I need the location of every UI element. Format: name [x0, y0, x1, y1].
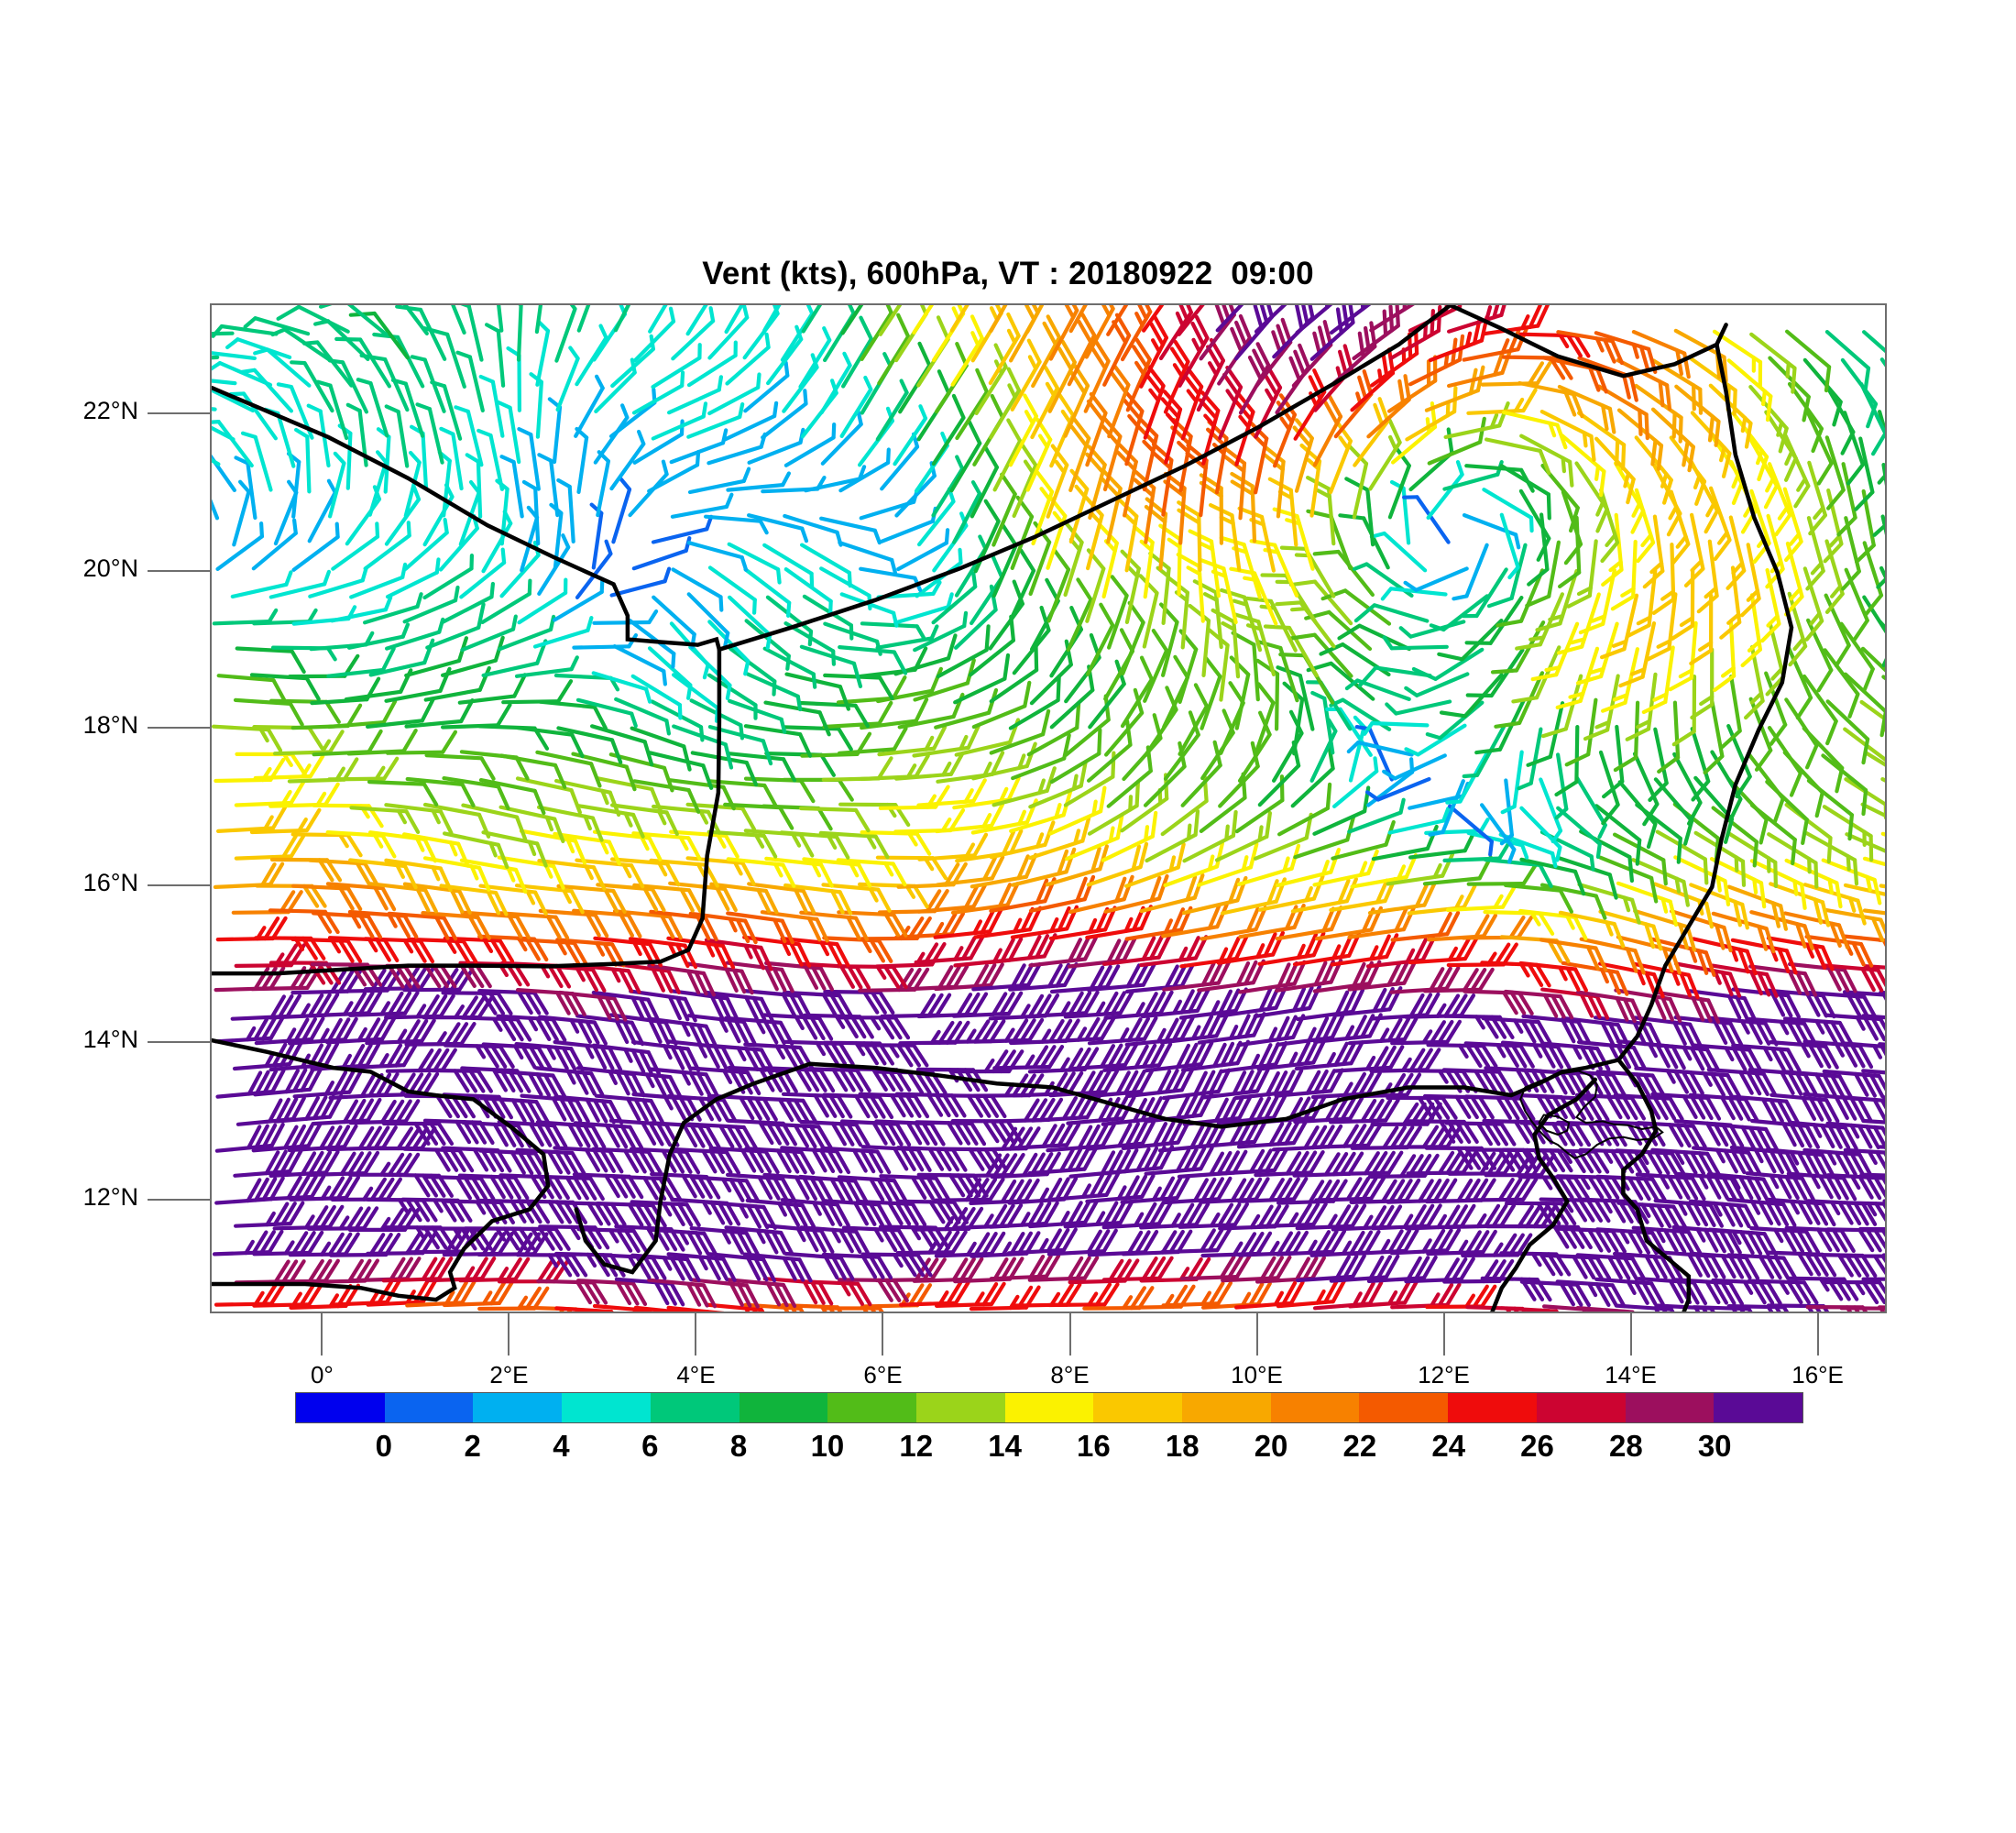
x-tick-mark	[508, 1313, 510, 1356]
y-tick-mark	[148, 1198, 210, 1201]
colorbar-segment	[1093, 1393, 1183, 1422]
x-tick-label: 8°E	[1050, 1361, 1090, 1388]
colorbar-tick-label: 6	[641, 1429, 659, 1463]
x-tick-mark	[695, 1313, 697, 1356]
colorbar-segment	[827, 1393, 916, 1422]
x-tick-mark	[1442, 1313, 1445, 1356]
colorbar-tick-label: 20	[1254, 1429, 1288, 1463]
x-tick-label: 16°E	[1791, 1361, 1844, 1388]
colorbar-tick-label: 18	[1165, 1429, 1200, 1463]
x-tick-mark	[1816, 1313, 1819, 1356]
colorbar-tick-label: 0	[375, 1429, 392, 1463]
page-title: Vent (kts), 600hPa, VT : 20180922 09:00	[702, 256, 1314, 291]
colorbar-segment	[915, 1393, 1005, 1422]
y-tick-mark	[148, 1041, 210, 1044]
x-tick-label: 2°E	[489, 1361, 529, 1388]
colorbar-segment	[296, 1393, 385, 1422]
wind-barb-field	[212, 305, 1885, 1312]
x-tick-label: 6°E	[863, 1361, 903, 1388]
colorbar-tick-label: 8	[729, 1429, 748, 1463]
colorbar-segment	[1536, 1393, 1626, 1422]
colorbar-segment	[1714, 1393, 1802, 1422]
y-tick-label: 16°N	[82, 868, 138, 896]
colorbar-segment	[650, 1393, 740, 1422]
colorbar-segment	[384, 1393, 474, 1422]
x-tick-label: 0°	[310, 1361, 334, 1388]
x-tick-label: 14°E	[1605, 1361, 1657, 1388]
x-tick-mark	[882, 1313, 884, 1356]
country-borders	[212, 305, 1794, 1312]
x-tick-mark	[1629, 1313, 1632, 1356]
plot-area	[210, 303, 1887, 1313]
colorbar-segment	[1270, 1393, 1360, 1422]
y-tick-label: 12°N	[82, 1182, 138, 1211]
x-tick-label: 10°E	[1231, 1361, 1283, 1388]
x-tick-mark	[1255, 1313, 1258, 1356]
colorbar-tick-label: 26	[1520, 1429, 1554, 1463]
y-tick-mark	[148, 727, 210, 730]
colorbar-tick-label: 14	[988, 1429, 1022, 1463]
colorbar-segment	[1625, 1393, 1715, 1422]
x-tick-label: 12°E	[1418, 1361, 1470, 1388]
colorbar-tick-label: 10	[810, 1429, 845, 1463]
colorbar-tick-label: 30	[1697, 1429, 1732, 1463]
colorbar-segment	[1182, 1393, 1271, 1422]
y-tick-label: 20°N	[82, 554, 138, 582]
colorbar-segment	[562, 1393, 651, 1422]
x-tick-label: 4°E	[676, 1361, 716, 1388]
colorbar-tick-label: 24	[1431, 1429, 1466, 1463]
colorbar-tick-label: 28	[1608, 1429, 1643, 1463]
colorbar-segment	[473, 1393, 563, 1422]
colorbar-gradient	[295, 1392, 1803, 1423]
colorbar-tick-label: 22	[1342, 1429, 1377, 1463]
y-tick-label: 22°N	[82, 397, 138, 425]
colorbar-segment	[1448, 1393, 1537, 1422]
colorbar-tick-label: 12	[899, 1429, 934, 1463]
colorbar-segment	[1359, 1393, 1449, 1422]
y-tick-mark	[148, 884, 210, 886]
y-tick-label: 14°N	[82, 1026, 138, 1054]
colorbar-tick-label: 4	[553, 1429, 570, 1463]
plot-svg	[212, 305, 1885, 1312]
colorbar-tick-label: 2	[464, 1429, 481, 1463]
x-tick-mark	[1068, 1313, 1071, 1356]
colorbar-segment	[739, 1393, 828, 1422]
y-tick-label: 18°N	[82, 711, 138, 740]
colorbar-segment	[1004, 1393, 1094, 1422]
x-tick-mark	[321, 1313, 323, 1356]
colorbar: 0 2 4 6 8 10 12 14 16 18 20 22 24 26 28 30	[295, 1392, 1803, 1463]
colorbar-tick-label: 16	[1077, 1429, 1111, 1463]
y-tick-mark	[148, 569, 210, 572]
y-tick-mark	[148, 412, 210, 415]
